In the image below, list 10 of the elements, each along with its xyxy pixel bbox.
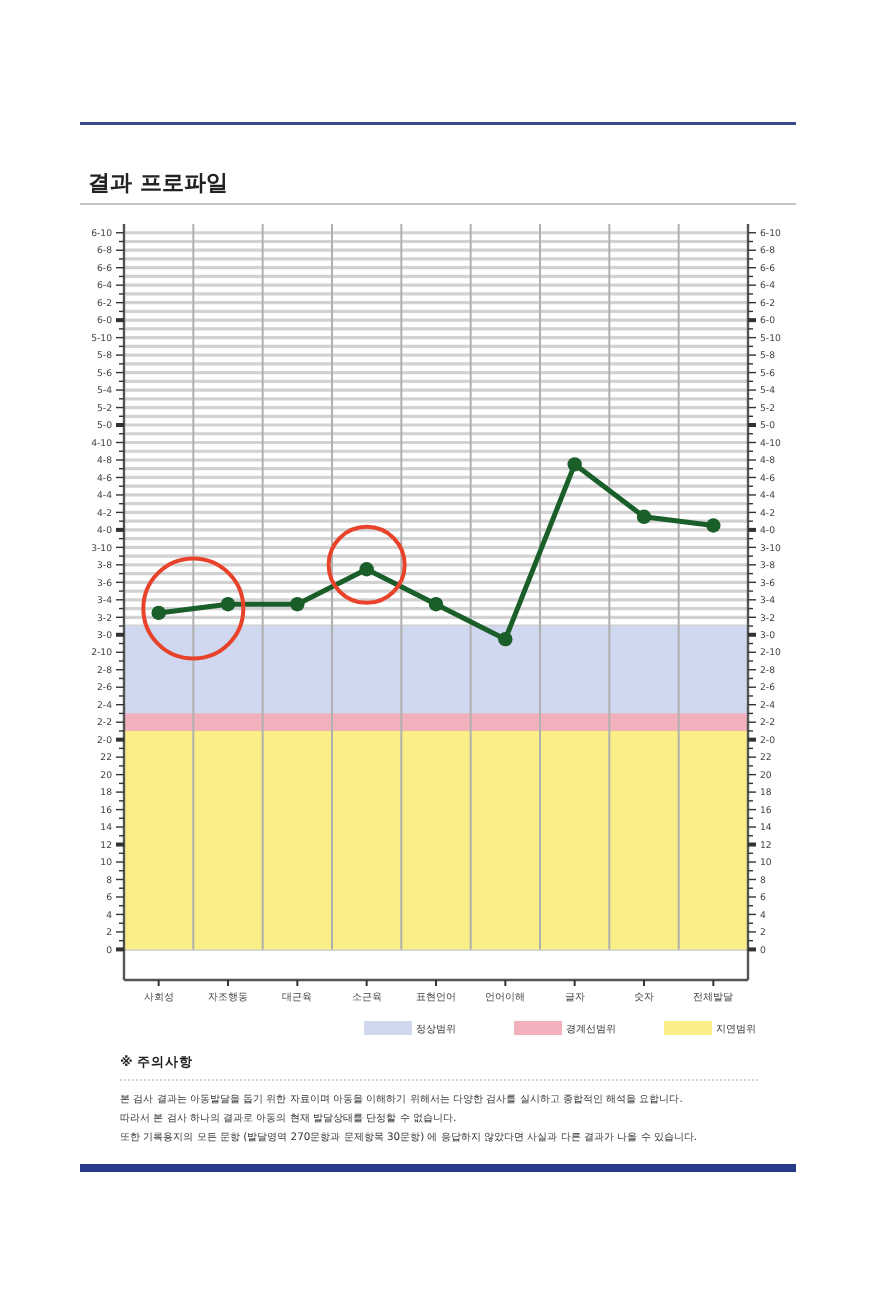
point xyxy=(220,596,236,612)
point xyxy=(428,596,444,612)
point xyxy=(567,457,582,472)
point xyxy=(706,518,721,533)
point xyxy=(636,509,652,524)
point xyxy=(290,596,305,612)
chart-title: 결과 프로파일 xyxy=(88,170,228,196)
point xyxy=(498,631,513,647)
point xyxy=(359,562,374,577)
point xyxy=(151,605,166,621)
